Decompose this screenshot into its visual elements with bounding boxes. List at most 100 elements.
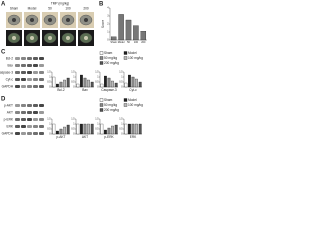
y-tick-label: 0 — [73, 133, 75, 136]
bar — [138, 81, 142, 88]
y-tick-label: 0.5 — [71, 128, 75, 131]
y-tick-label: 3 — [107, 15, 109, 18]
y-tick-label: 0.5 — [47, 81, 51, 84]
y-tick-label: 0.5 — [95, 81, 99, 84]
photo-pupil — [30, 18, 34, 22]
legend-label: 50 mg/kg — [104, 103, 117, 107]
legend-label: Sham — [104, 98, 113, 102]
blot-band — [39, 111, 44, 114]
bar — [52, 76, 56, 88]
x-tick-label: 100 — [134, 41, 139, 44]
legend-label: 200 mg/kg — [104, 108, 119, 112]
blot-band — [33, 118, 38, 121]
blot-band — [15, 132, 20, 135]
bar — [135, 78, 138, 88]
blot-band — [27, 118, 32, 121]
y-tick-label: 2 — [107, 23, 109, 26]
bar — [56, 130, 59, 135]
blot-label: Cyt-c — [6, 77, 14, 81]
blot-band — [39, 104, 44, 107]
bar — [131, 76, 135, 88]
blot-label: p-AKT — [4, 103, 13, 107]
legend-swatch — [99, 103, 104, 107]
blot-band — [21, 71, 26, 74]
y-tick-label: 1.5 — [47, 118, 51, 121]
bar — [110, 36, 117, 41]
x-axis-label: Cyt-c — [129, 88, 137, 92]
blot-band — [21, 64, 26, 67]
bar — [63, 126, 66, 135]
x-axis-label: Bcl-2 — [57, 88, 64, 92]
blot-label: Bcl-2 — [6, 56, 13, 60]
group-label: 50 — [48, 6, 52, 10]
y-tick-label: 0 — [121, 86, 123, 89]
bar — [107, 127, 111, 135]
bar — [124, 123, 128, 135]
bar — [83, 123, 87, 135]
blot-band — [27, 64, 32, 67]
legend-label: Model — [128, 51, 137, 55]
blot-band — [15, 71, 20, 74]
y-tick-label: 1 — [121, 123, 123, 126]
blot-band — [15, 85, 20, 88]
legend-label: 100 mg/kg — [128, 103, 143, 107]
panel-header: TMP (mg/kg) — [51, 1, 69, 5]
blot-band — [21, 125, 26, 128]
bar — [114, 124, 118, 135]
blot-label: GAPDH — [2, 131, 14, 135]
bar — [56, 83, 59, 88]
blot-band — [15, 57, 20, 60]
x-tick-label: Model — [118, 41, 125, 44]
x-axis-label: Caspase-3 — [101, 88, 117, 92]
photo-pupil — [66, 18, 70, 22]
y-tick-label: 4 — [107, 7, 109, 10]
blot-label: p-ERK — [4, 117, 14, 121]
photo-pupil — [66, 36, 70, 40]
bar — [135, 123, 138, 135]
y-tick-label: 0 — [49, 133, 51, 136]
bar — [128, 123, 131, 135]
blot-band — [27, 71, 32, 74]
legend-swatch — [99, 108, 104, 112]
blot-label: GAPDH — [2, 84, 14, 88]
blot-band — [21, 78, 26, 81]
x-tick-label: 200 — [141, 41, 146, 44]
legend-label: 200 mg/kg — [104, 61, 119, 65]
group-label: Sham — [10, 6, 19, 10]
blot-band — [33, 57, 38, 60]
legend-label: Model — [128, 98, 137, 102]
blot-band — [39, 85, 44, 88]
blot-band — [33, 111, 38, 114]
bar — [100, 83, 104, 88]
legend-swatch — [99, 61, 104, 65]
legend-swatch — [123, 103, 128, 107]
bar — [90, 123, 94, 135]
bar — [59, 81, 63, 88]
blot-band — [39, 125, 44, 128]
y-tick-label: 1 — [49, 123, 51, 126]
photo-pupil — [48, 18, 52, 22]
blot-band — [21, 85, 26, 88]
photo-pupil — [30, 36, 34, 40]
blot-band — [27, 111, 32, 114]
blot-band — [39, 64, 44, 67]
bar — [125, 19, 132, 41]
bar — [131, 123, 135, 135]
bar — [138, 123, 142, 135]
y-tick-label: 1.5 — [119, 71, 123, 74]
bar — [133, 25, 139, 41]
blot-band — [27, 57, 32, 60]
blot-band — [33, 71, 38, 74]
blot-band — [27, 132, 32, 135]
legend-swatch — [123, 98, 128, 102]
y-tick-label: 0.5 — [95, 128, 99, 131]
legend-swatch — [123, 56, 128, 60]
blot-band — [15, 104, 20, 107]
panel-letter: B — [99, 2, 104, 8]
blot-band — [27, 104, 32, 107]
y-tick-label: 1 — [49, 76, 51, 79]
bar — [80, 74, 83, 88]
legend-swatch — [123, 51, 128, 55]
blot-label: Caspase-3 — [0, 70, 13, 74]
y-tick-label: 0.5 — [47, 128, 51, 131]
